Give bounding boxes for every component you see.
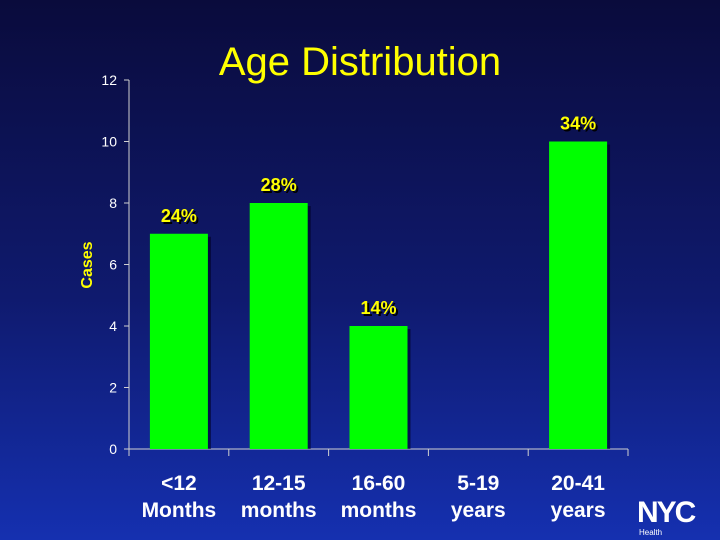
y-axis: 0 2 4 6 8 10 12 xyxy=(101,72,130,457)
bar xyxy=(349,326,408,449)
chart-title: Age Distribution xyxy=(218,40,502,84)
data-label-shadow: 24% xyxy=(163,208,199,228)
y-tick-label: 10 xyxy=(101,134,117,150)
bar xyxy=(149,233,208,449)
data-label: 28% xyxy=(261,175,297,195)
x-tick-label: months xyxy=(241,499,317,522)
y-tick-label: 12 xyxy=(101,72,117,88)
x-tick-label: 16-60 xyxy=(352,472,406,495)
bar xyxy=(249,203,308,449)
y-tick-label: 2 xyxy=(109,380,117,396)
x-tick-label: 5-19 xyxy=(457,472,499,495)
data-label: 24% xyxy=(161,206,197,226)
y-tick-label: 0 xyxy=(109,441,117,457)
nyc-health-logo: NYC Health xyxy=(637,498,717,538)
logo-subtitle: Health xyxy=(639,528,663,537)
bar xyxy=(549,141,608,449)
data-label-shadow: 14% xyxy=(362,300,398,320)
x-tick-label: months xyxy=(341,499,417,522)
y-tick-label: 6 xyxy=(109,257,117,273)
data-label-shadow: 34% xyxy=(562,116,598,136)
x-axis: <12 Months 12-15 months 16-60 months 5-19 years… xyxy=(128,448,629,522)
x-tick-label: 12-15 xyxy=(252,472,306,495)
x-tick-label: 20-41 xyxy=(551,472,605,495)
y-tick-label: 4 xyxy=(109,318,117,334)
y-tick-label: 8 xyxy=(109,195,117,211)
x-tick-label: <12 xyxy=(161,472,197,495)
x-tick-label: years xyxy=(551,499,606,522)
logo-word: NYC xyxy=(637,496,696,529)
data-label-shadow: 28% xyxy=(263,177,299,197)
data-label: 14% xyxy=(360,298,396,318)
x-tick-label: Months xyxy=(142,499,217,522)
x-tick-label: years xyxy=(451,499,506,522)
bars xyxy=(149,141,611,449)
y-axis-label: Cases xyxy=(79,241,96,288)
data-labels: 24%24%28%28%14%14%34%34% xyxy=(161,114,598,321)
data-label: 34% xyxy=(560,114,596,134)
